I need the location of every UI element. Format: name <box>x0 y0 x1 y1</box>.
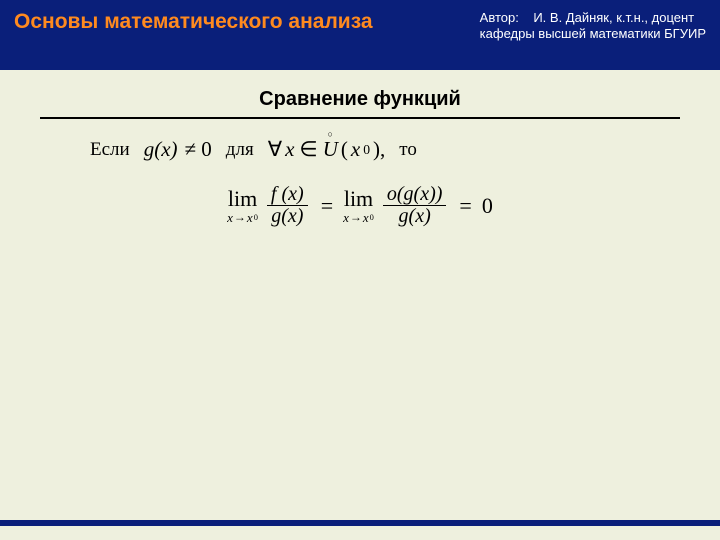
x0-x: x <box>351 137 360 162</box>
numerator-ogx: o(g(x)) <box>383 184 447 206</box>
author-label: Автор: <box>480 10 519 25</box>
paren-open: ( <box>341 137 348 162</box>
fraction-ogx-over-gx: o(g(x)) g(x) <box>383 184 447 227</box>
limsub-x0: x <box>247 211 253 224</box>
neighborhood-U: U ○ <box>323 137 338 162</box>
text-if: Если <box>90 139 130 161</box>
U-ring-accent: ○ <box>328 130 333 139</box>
U-letter: U <box>323 137 338 161</box>
divider-line <box>40 117 680 119</box>
section-title: Сравнение функций <box>40 88 680 111</box>
lim-sub-2: x → x0 <box>343 211 374 224</box>
formula-row: lim x → x0 f (x) g(x) = lim x → x0 <box>40 184 680 227</box>
condition-line: Если g(x) ≠ 0 для ∀ x ∈ U ○ ( x0 ), то <box>40 137 680 162</box>
slide: Основы математического анализа Автор: И.… <box>0 0 720 540</box>
paren-close-comma: ), <box>373 137 385 162</box>
lim-text-2: lim <box>344 188 373 210</box>
limsub-x0-sub: 0 <box>254 213 258 221</box>
x-var: x <box>285 137 294 162</box>
arrow-icon-2: → <box>350 211 362 223</box>
equals-2: = <box>455 193 475 219</box>
lim-text: lim <box>228 188 257 210</box>
text-then: то <box>399 139 417 161</box>
limsub-x: x <box>227 211 233 224</box>
fraction-f-over-g: f (x) g(x) <box>267 184 308 227</box>
author-name: И. В. Дайняк, к.т.н., доцент <box>533 10 694 25</box>
lim-1: lim x → x0 <box>227 188 258 224</box>
expr-forall-x-in-U: ∀ x ∈ U ○ ( x0 ), <box>268 137 386 162</box>
slide-content: Сравнение функций Если g(x) ≠ 0 для ∀ x … <box>0 70 720 540</box>
in-symbol: ∈ <box>299 137 317 162</box>
x0-sub: 0 <box>363 142 370 158</box>
author-block: Автор: И. В. Дайняк, к.т.н., доцент кафе… <box>480 10 706 43</box>
limsub2-x0-sub: 0 <box>370 213 374 221</box>
limsub2-x0: x <box>363 211 369 224</box>
author-affiliation: кафедры высшей математики БГУИР <box>480 26 706 42</box>
expr-g-neq-zero: g(x) ≠ 0 <box>144 137 212 162</box>
neq-zero: ≠ 0 <box>185 137 212 162</box>
numerator-fx: f (x) <box>267 184 308 206</box>
equals-1: = <box>317 193 337 219</box>
text-for: для <box>226 139 254 161</box>
slide-header: Основы математического анализа Автор: И.… <box>0 0 720 70</box>
slide-title: Основы математического анализа <box>14 10 373 34</box>
footer-bar <box>0 520 720 526</box>
lim-sub-1: x → x0 <box>227 211 258 224</box>
lim-2: lim x → x0 <box>343 188 374 224</box>
g-of-x: g(x) <box>144 137 178 162</box>
forall-symbol: ∀ <box>268 137 282 162</box>
author-line-1: Автор: И. В. Дайняк, к.т.н., доцент <box>480 10 706 26</box>
arrow-icon: → <box>234 211 246 223</box>
result-zero: 0 <box>482 193 493 219</box>
denominator-gx-2: g(x) <box>395 206 435 227</box>
denominator-gx: g(x) <box>267 206 307 227</box>
limsub2-x: x <box>343 211 349 224</box>
